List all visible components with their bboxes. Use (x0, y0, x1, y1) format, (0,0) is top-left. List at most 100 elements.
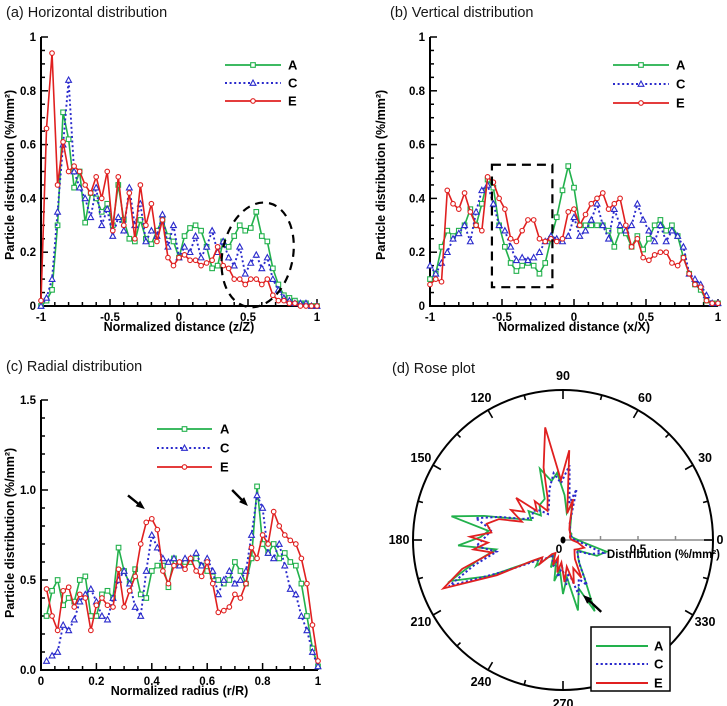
svg-text:60: 60 (638, 391, 652, 405)
svg-text:0.2: 0.2 (20, 247, 36, 259)
axes (429, 36, 719, 307)
angle-labels: 0 30 60 90 120 150 180 210 240 270 330 (389, 369, 724, 706)
svg-text:0.8: 0.8 (20, 86, 37, 98)
svg-text:0: 0 (30, 301, 36, 313)
svg-text:-1: -1 (425, 312, 436, 324)
svg-text:-1: -1 (36, 312, 47, 324)
svg-text:0: 0 (419, 301, 425, 313)
svg-text:0.6: 0.6 (199, 676, 215, 688)
panel-b-yaxis-title: Particle distribution (%/mm²) (374, 89, 388, 261)
panel-c-chart: 0 0.2 0.4 0.6 0.8 1 0.0 0.5 1.0 1.5 ACE (20, 395, 322, 688)
legend: ACE (157, 422, 230, 475)
svg-text:1: 1 (419, 32, 426, 44)
svg-text:0.2: 0.2 (88, 676, 104, 688)
svg-text:30: 30 (698, 451, 712, 465)
series-E (38, 50, 320, 309)
legend: ACE (590, 626, 671, 692)
svg-text:0.0: 0.0 (20, 665, 36, 677)
svg-text:A: A (220, 422, 230, 437)
panel-b-xaxis-title: Normalized distance (x/X) (497, 320, 651, 334)
panel-a-xaxis-title: Normalized distance (z/Z) (103, 320, 255, 334)
svg-text:180: 180 (389, 533, 410, 547)
series-C (37, 75, 321, 309)
svg-text:E: E (288, 94, 297, 109)
panel-d-chart: 0 0.5 0 30 60 90 120 150 180 210 240 270 330 ACE (389, 369, 724, 706)
svg-text:0.4: 0.4 (144, 676, 161, 688)
tick-labels: -1 -0.5 0 0.5 1 0 0.2 0.4 0.6 0.8 1 (20, 32, 321, 324)
panel-a-yaxis-title: Particle distribution (%/mm²) (3, 89, 17, 261)
svg-text:0.2: 0.2 (409, 247, 425, 259)
svg-text:E: E (654, 676, 663, 691)
arrow-annotation (583, 594, 603, 613)
svg-text:0.6: 0.6 (409, 140, 425, 152)
svg-text:330: 330 (695, 615, 716, 629)
series-C (448, 464, 607, 596)
series-E (43, 508, 321, 664)
svg-text:1.0: 1.0 (20, 485, 36, 497)
svg-text:E: E (220, 460, 229, 475)
svg-text:240: 240 (471, 675, 492, 689)
svg-text:C: C (676, 77, 686, 92)
series-A (43, 483, 321, 670)
tick-labels: -1 -0.5 0 0.5 1 0 0.2 0.4 0.6 0.8 1 (409, 32, 722, 324)
panel-d-radial-axis-title: Distribution (%/mm²) (606, 549, 720, 561)
svg-text:0.5: 0.5 (630, 542, 647, 556)
svg-text:A: A (654, 639, 664, 654)
panel-a-title: (a) Horizontal distribution (6, 5, 168, 21)
highlight-ellipse (220, 201, 295, 309)
svg-text:C: C (288, 76, 298, 91)
svg-text:1: 1 (315, 676, 322, 688)
svg-text:150: 150 (411, 451, 432, 465)
arrow-annotation (127, 494, 145, 510)
axes (40, 399, 319, 671)
svg-text:A: A (676, 58, 686, 73)
panel-d-title: (d) Rose plot (392, 361, 476, 377)
panel-b-title: (b) Vertical distribution (390, 5, 534, 21)
svg-text:0: 0 (556, 542, 563, 556)
svg-text:1: 1 (30, 32, 37, 44)
panel-c-yaxis-title: Particle distribution (%/mm²) (3, 447, 17, 618)
svg-text:1: 1 (314, 312, 321, 324)
svg-text:A: A (288, 58, 298, 73)
svg-text:-0.5: -0.5 (492, 312, 512, 324)
arrow-annotation (231, 489, 248, 507)
panel-c-title: (c) Radial distribution (6, 359, 143, 375)
series-C (426, 180, 722, 307)
svg-text:120: 120 (471, 391, 492, 405)
svg-text:C: C (654, 657, 664, 672)
svg-text:0: 0 (176, 312, 182, 324)
highlight-rect (490, 163, 554, 289)
svg-text:-0.5: -0.5 (100, 312, 120, 324)
svg-text:E: E (676, 96, 685, 111)
svg-text:1: 1 (715, 312, 722, 324)
legend: ACE (613, 58, 686, 111)
svg-text:0.4: 0.4 (409, 193, 426, 205)
tick-labels: 0 0.2 0.4 0.6 0.8 1 0.0 0.5 1.0 1.5 (20, 395, 322, 688)
polar-origin-dot (560, 536, 566, 544)
svg-text:0: 0 (717, 533, 724, 547)
svg-text:0.8: 0.8 (409, 86, 426, 98)
svg-text:0.4: 0.4 (20, 193, 37, 205)
legend: ACE (225, 58, 298, 109)
svg-text:0.6: 0.6 (20, 140, 36, 152)
svg-text:0.5: 0.5 (20, 575, 37, 587)
polar-frame (412, 389, 714, 691)
svg-text:0: 0 (571, 312, 577, 324)
svg-text:0.5: 0.5 (240, 312, 257, 324)
svg-text:0: 0 (38, 676, 44, 688)
svg-text:270: 270 (553, 697, 574, 706)
panel-c-xaxis-title: Normalized radius (r/R) (110, 684, 249, 698)
series-A (38, 109, 320, 309)
series-E (427, 174, 721, 307)
panel-a-chart: -1 -0.5 0 0.5 1 0 0.2 0.4 0.6 0.8 1 ACE (20, 32, 321, 324)
svg-text:0.8: 0.8 (255, 676, 272, 688)
series-C (42, 491, 322, 670)
panel-b-chart: -1 -0.5 0 0.5 1 0 0.2 0.4 0.6 0.8 1 ACE (409, 32, 722, 324)
radial-axis (563, 536, 713, 541)
svg-text:0.5: 0.5 (638, 312, 655, 324)
svg-text:210: 210 (411, 615, 432, 629)
svg-text:C: C (220, 441, 230, 456)
series-E (440, 427, 587, 590)
svg-text:90: 90 (556, 369, 570, 383)
